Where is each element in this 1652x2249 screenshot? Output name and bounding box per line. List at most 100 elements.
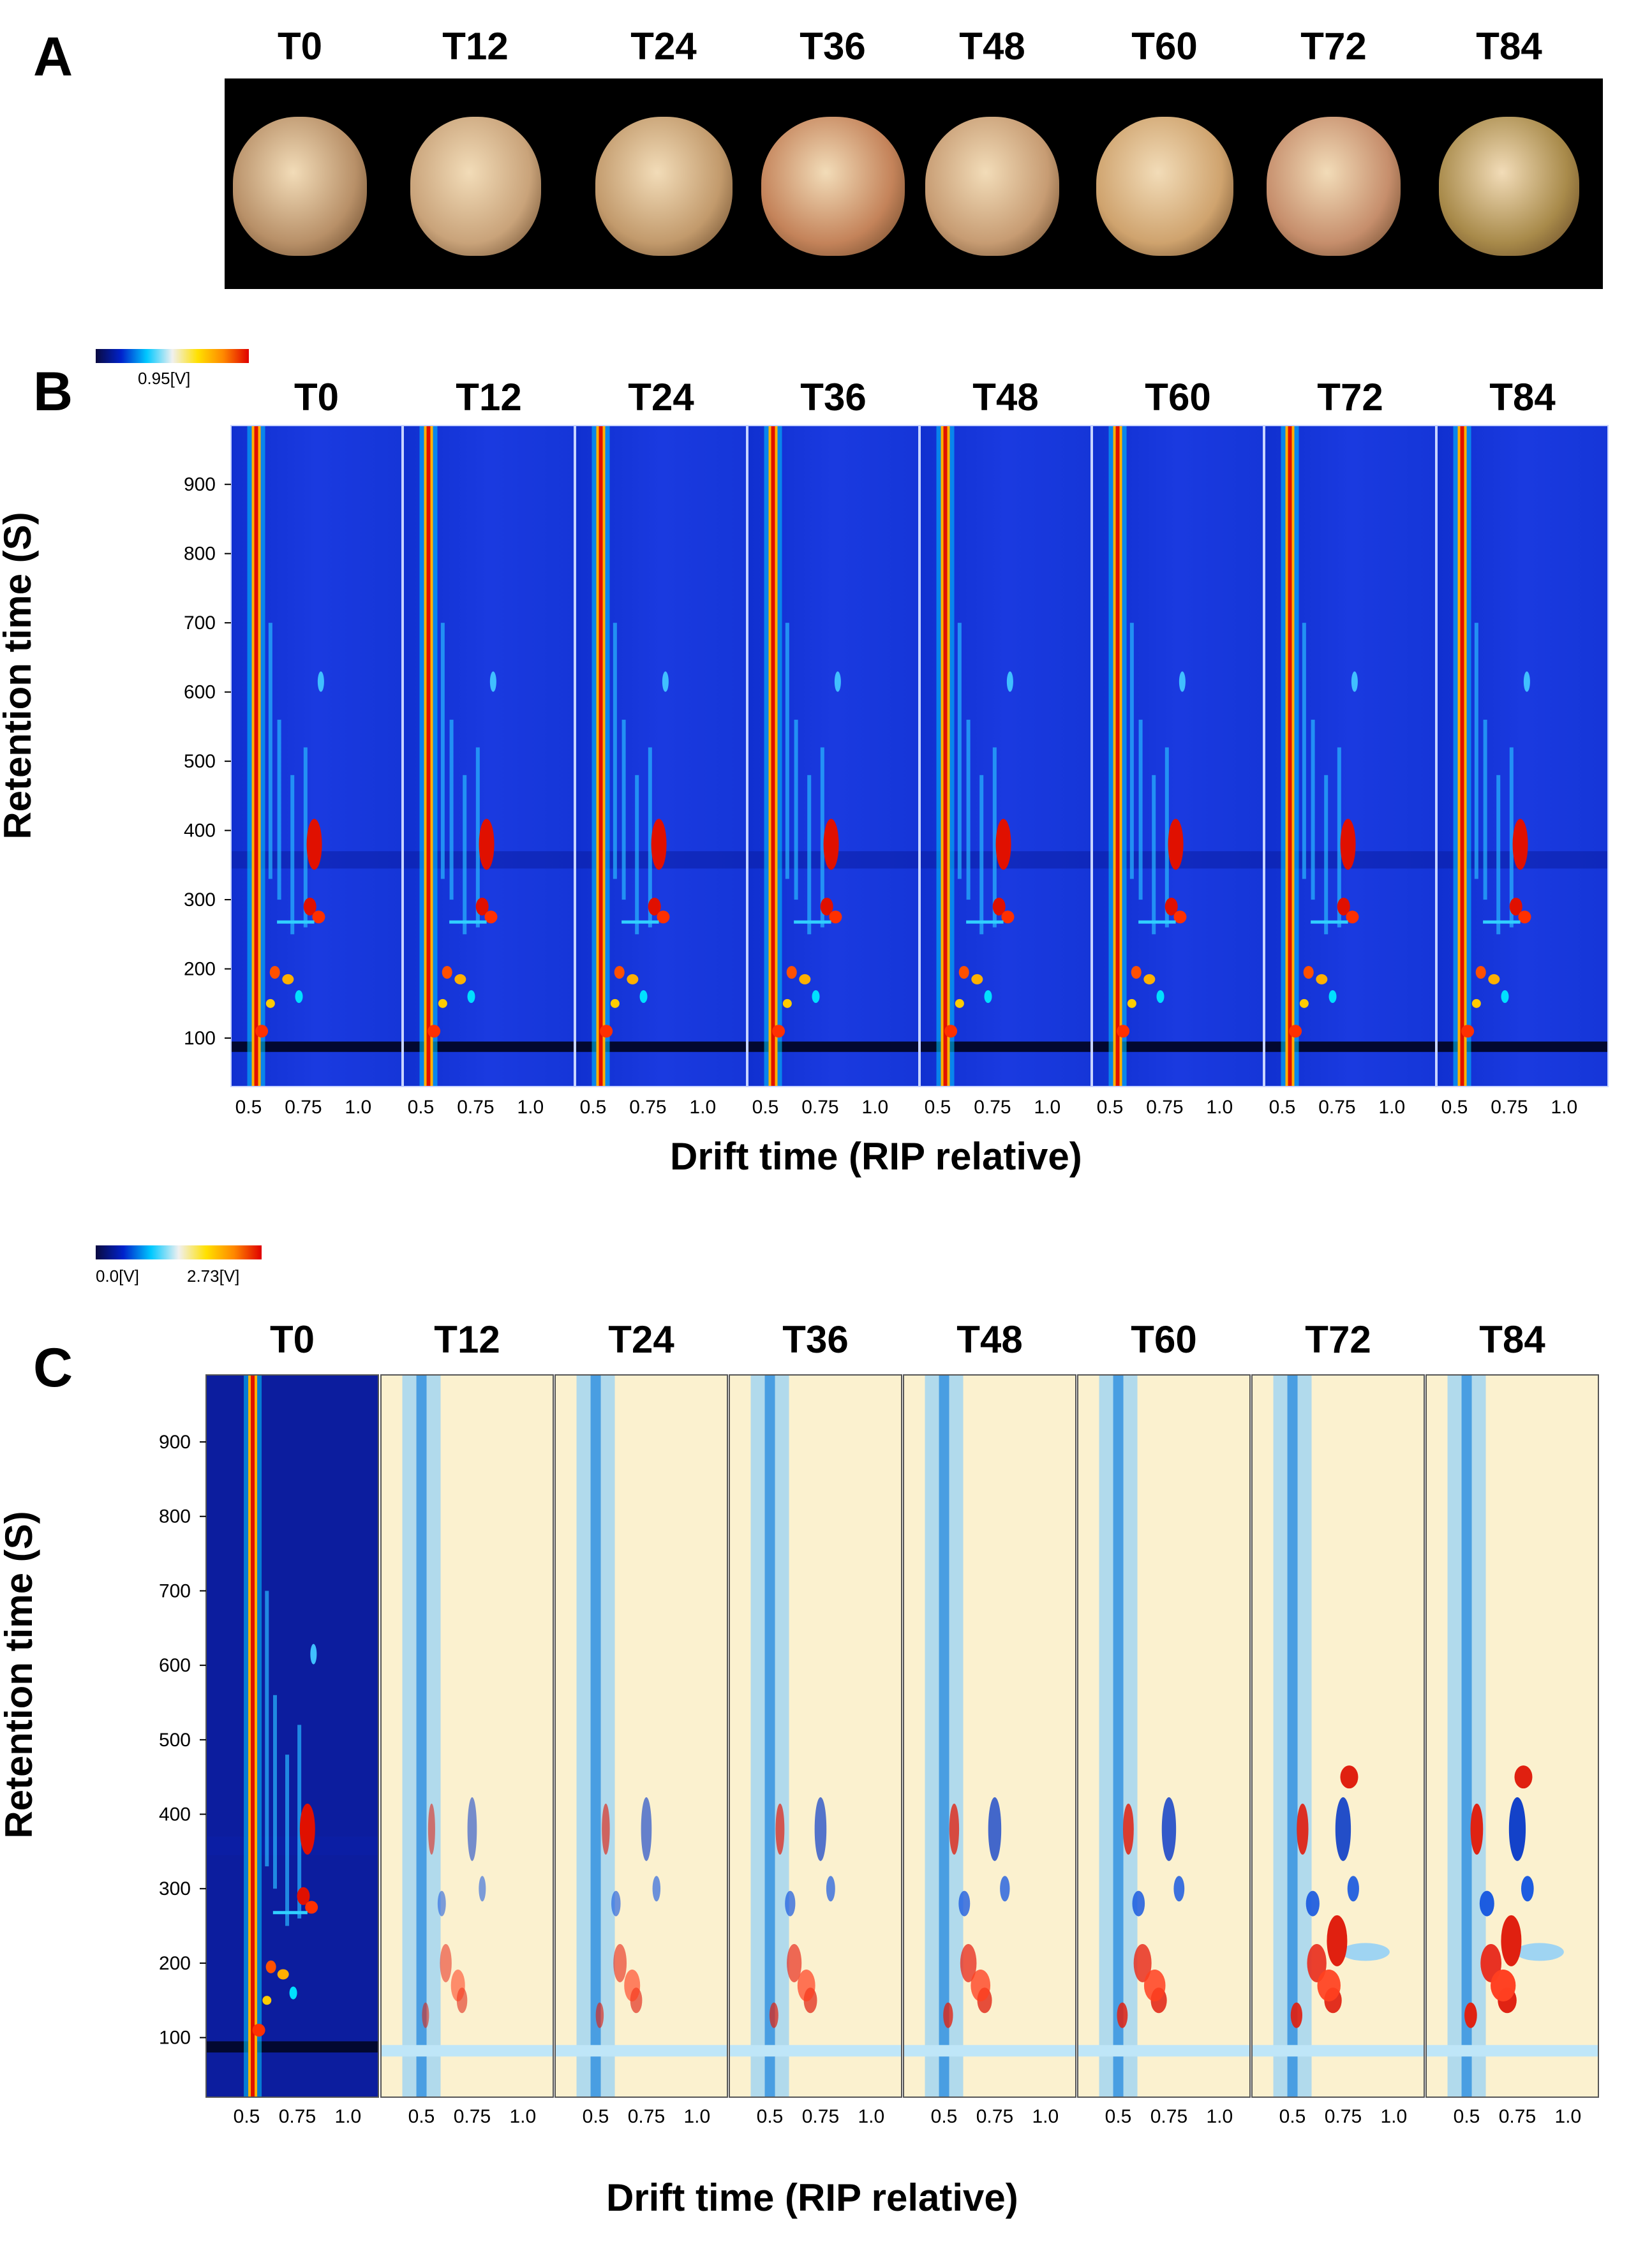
signal-streak (613, 623, 617, 879)
signal-streak (268, 623, 272, 879)
signal-spot (1168, 819, 1184, 870)
sample-label-c-t12: T12 (434, 1318, 500, 1361)
signal-streak (1165, 747, 1169, 928)
x-tick-label: 1.0 (509, 2106, 536, 2127)
signal-spot (1523, 671, 1530, 692)
signal-streak (1311, 920, 1348, 924)
signal-streak (979, 775, 984, 935)
signal-spot (944, 1025, 958, 1038)
x-tick-label: 1.0 (861, 1097, 888, 1117)
sample-label-c-t72: T72 (1305, 1318, 1371, 1361)
panel-frame (205, 1374, 379, 2098)
diff-blob (1341, 1943, 1390, 1961)
x-tick-label: 1.0 (1032, 2106, 1059, 2127)
diff-blob (943, 2002, 953, 2028)
kiwi-fruit-t60 (1096, 117, 1233, 256)
diff-band (381, 2045, 553, 2057)
x-tick-label: 1.0 (858, 2106, 884, 2127)
x-tick-label: 0.5 (408, 2106, 435, 2127)
x-tick-label: 0.5 (1441, 1097, 1468, 1117)
sample-label-a-t0: T0 (277, 25, 323, 68)
signal-spot (786, 966, 797, 979)
y-tick-label: 200 (184, 959, 216, 980)
x-tick-label: 1.0 (345, 1097, 371, 1117)
signal-spot (1299, 998, 1309, 1008)
diff-blob (428, 1803, 435, 1855)
y-tick-label: 900 (159, 1432, 191, 1453)
signal-spot (255, 1025, 269, 1038)
heatmap-panel-t84 (1436, 425, 1609, 1087)
dark-band (206, 2041, 378, 2052)
heatmap-panel-t36 (729, 1374, 902, 2098)
diff-blob (769, 2002, 778, 2028)
signal-spot (317, 671, 324, 692)
signal-streak (297, 1725, 302, 1919)
signal-spot (820, 897, 833, 916)
panel-frame (919, 425, 1092, 1087)
signal-streak (449, 920, 487, 924)
diff-band (1287, 1375, 1298, 2097)
x-tick-label: 1.0 (683, 2106, 710, 2127)
signal-spot (610, 998, 620, 1008)
signal-streak (273, 1695, 277, 1889)
heatmap-panel-t60 (1092, 425, 1264, 1087)
diff-blob (775, 1803, 785, 1855)
signal-spot (1328, 990, 1337, 1003)
diff-blob (1132, 1890, 1145, 1917)
diff-band (416, 1375, 427, 2097)
x-tick-label: 0.5 (1097, 1097, 1124, 1117)
diff-blob (641, 1797, 652, 1861)
x-tick-label: 1.0 (689, 1097, 716, 1117)
signal-spot (295, 990, 303, 1003)
dark-band (748, 1041, 919, 1052)
signal-spot (958, 966, 969, 979)
sample-label-b-t24: T24 (628, 376, 694, 419)
signal-streak (1138, 720, 1143, 900)
sample-label-b-t72: T72 (1317, 376, 1383, 419)
x-tick-label: 0.5 (752, 1097, 779, 1117)
x-tick-label: 0.5 (235, 1097, 262, 1117)
diff-blob (1470, 1803, 1484, 1855)
diff-blob (814, 1797, 827, 1861)
y-tick-label: 800 (159, 1506, 191, 1527)
signal-spot (639, 990, 648, 1003)
colorbar-c (96, 1245, 262, 1259)
signal-spot (1346, 910, 1359, 924)
diff-blob (826, 1876, 835, 1902)
panel-frame (575, 425, 747, 1087)
sample-label-b-t60: T60 (1145, 376, 1211, 419)
panel-frame (380, 1374, 554, 2098)
signal-spot (289, 1986, 297, 2000)
signal-spot (651, 819, 667, 870)
heatmap-panel-t0 (230, 425, 403, 1087)
signal-spot (306, 819, 322, 870)
heatmap-panel-t12 (380, 1374, 554, 2098)
signal-streak (285, 1755, 290, 1926)
signal-spot (299, 1803, 315, 1855)
rip-core (943, 426, 948, 1087)
panel-letter-b: B (33, 361, 73, 422)
diff-blob (960, 1943, 977, 1982)
diff-blob (1143, 1969, 1166, 2001)
signal-spot (303, 897, 316, 916)
x-tick-label: 0.75 (802, 2106, 839, 2127)
x-tick-label: 0.75 (629, 1097, 666, 1117)
signal-spot (614, 966, 625, 979)
signal-spot (992, 897, 1006, 916)
signal-spot (1289, 1025, 1302, 1038)
x-tick-label: 0.75 (976, 2106, 1013, 2127)
signal-spot (984, 990, 992, 1003)
panel-frame (1077, 1374, 1251, 2098)
sample-label-c-t84: T84 (1479, 1318, 1545, 1361)
x-tick-label: 0.75 (1150, 2106, 1187, 2127)
y-tick-label: 400 (184, 820, 216, 842)
sample-label-b-t36: T36 (800, 376, 867, 419)
signal-spot (812, 990, 820, 1003)
signal-spot (648, 897, 661, 916)
signal-streak (785, 623, 789, 879)
signal-spot (1488, 974, 1500, 984)
signal-streak (265, 1591, 269, 1867)
kiwi-fruit-t12 (410, 117, 541, 256)
colorbar-c-min-label: 0.0[V] (96, 1266, 139, 1286)
signal-spot (1179, 671, 1186, 692)
